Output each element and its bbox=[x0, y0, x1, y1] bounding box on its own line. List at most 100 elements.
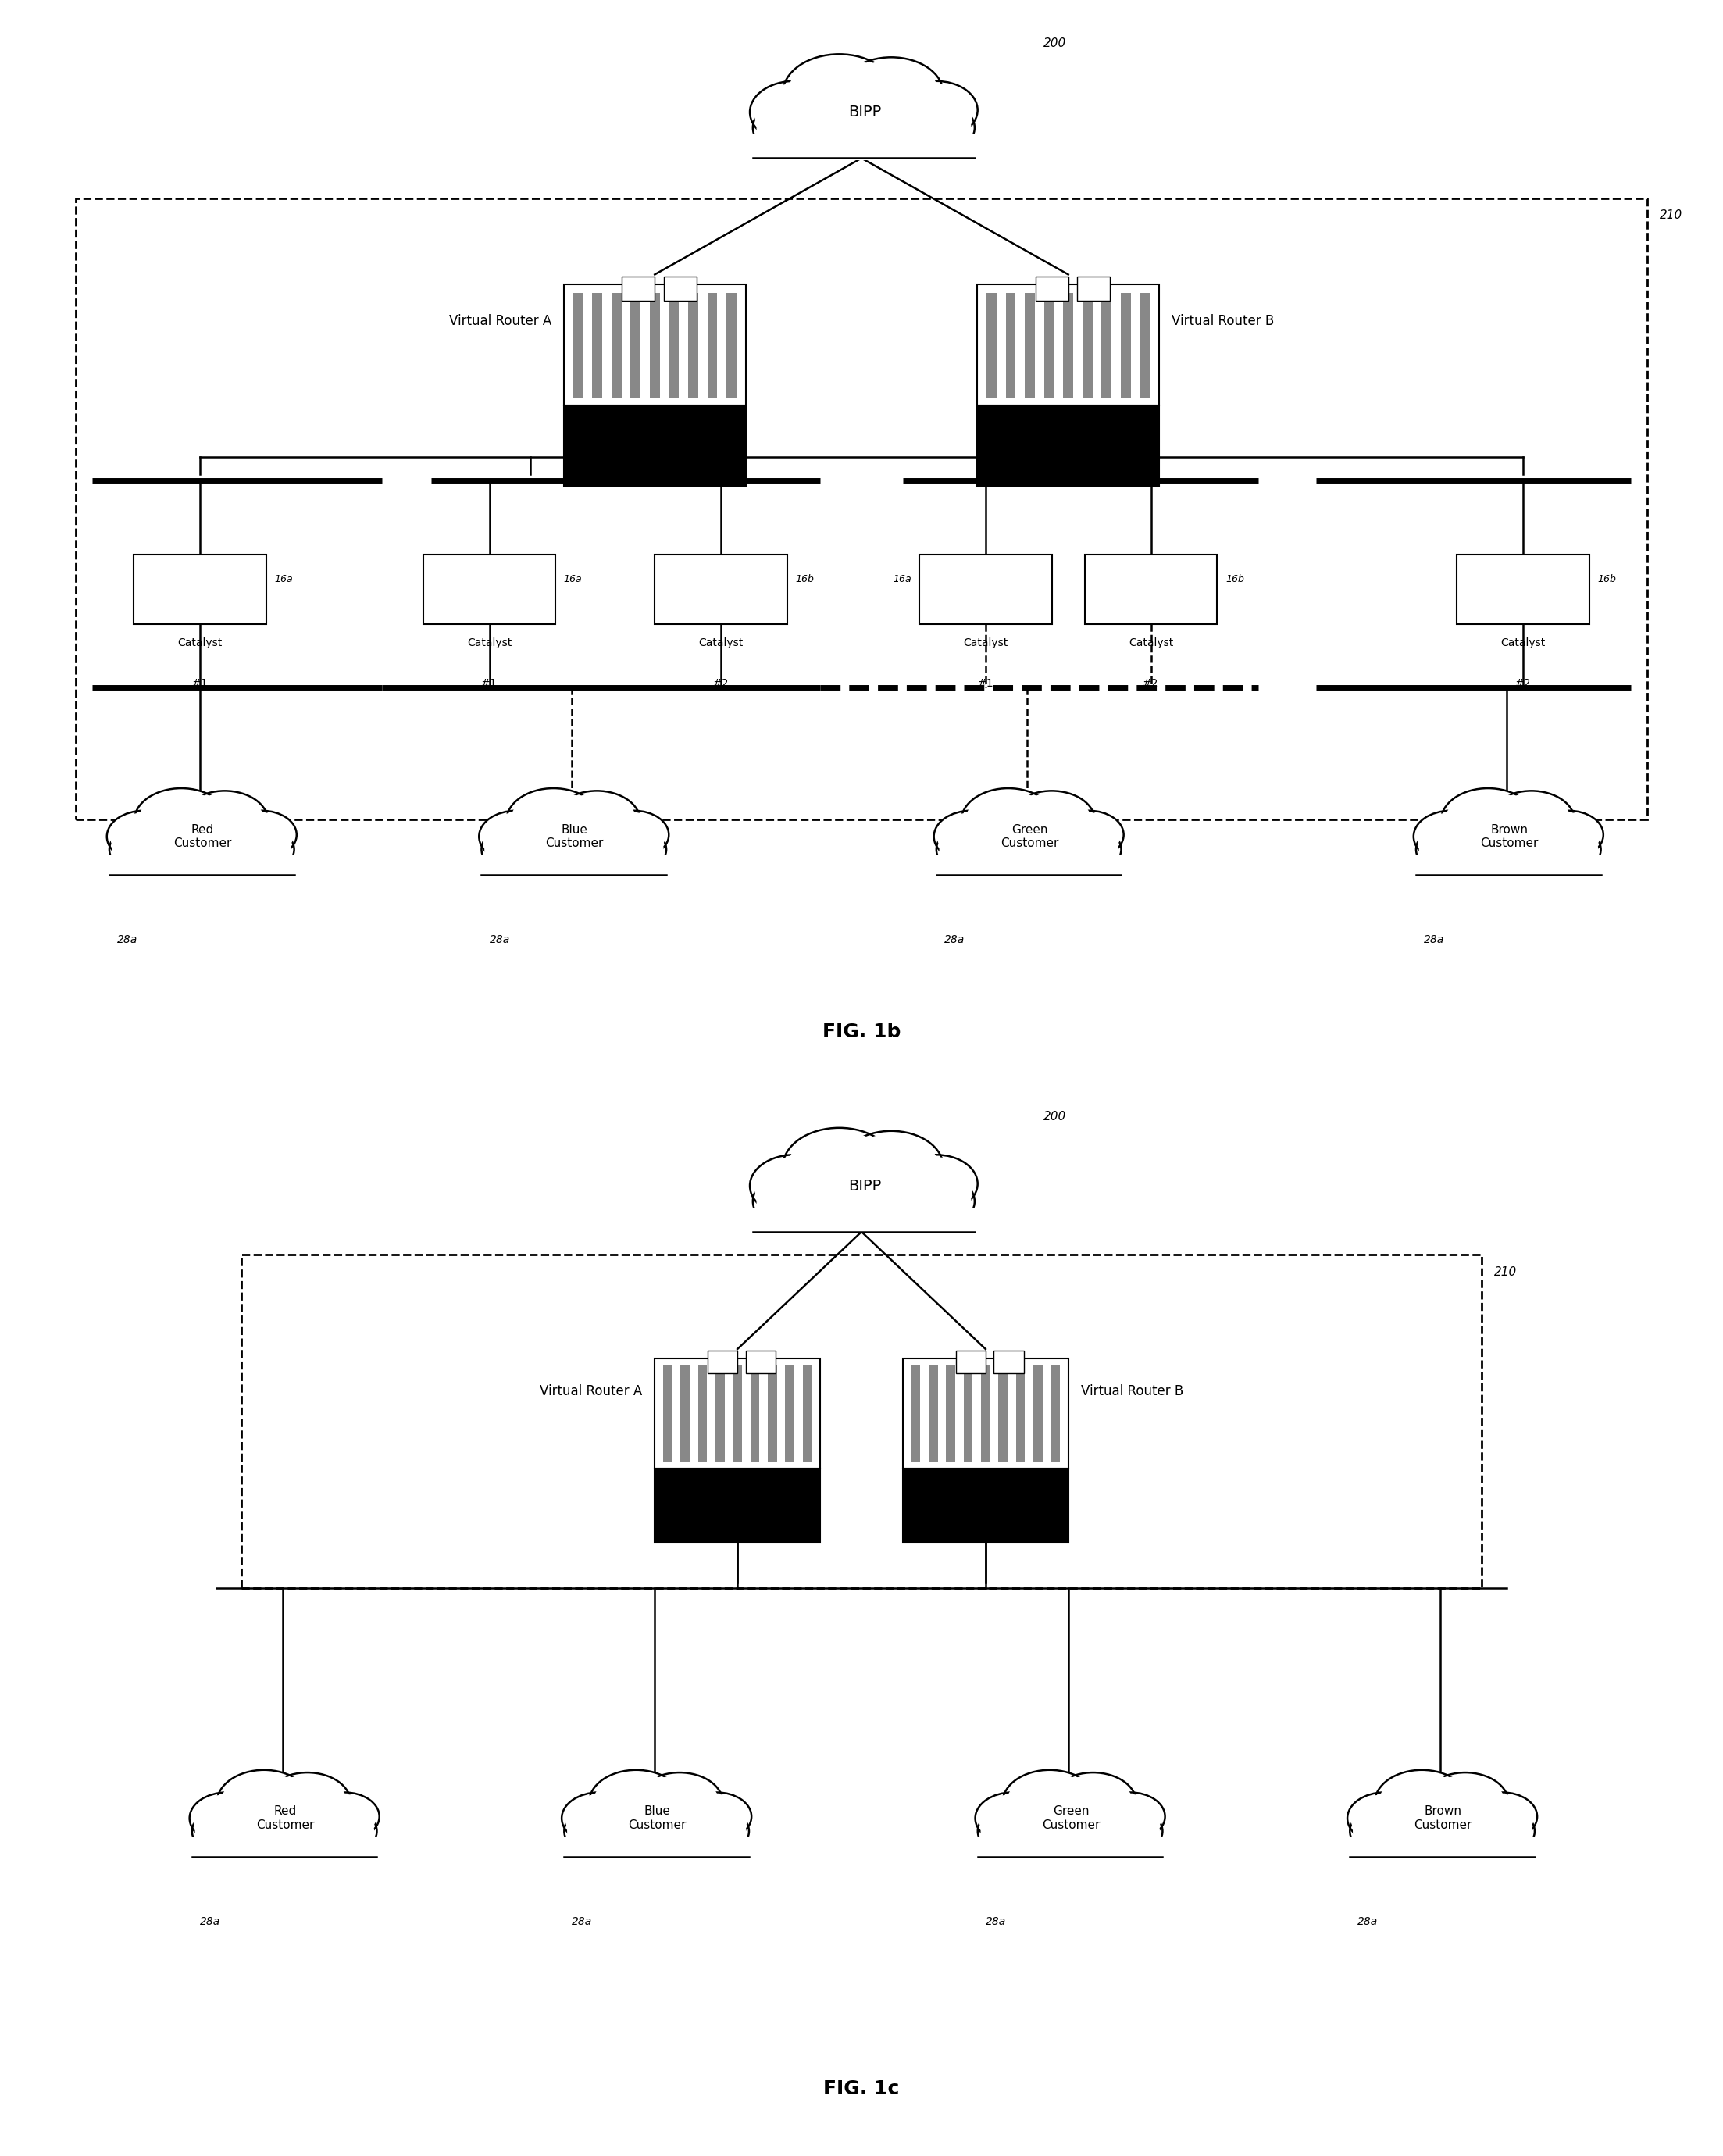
Bar bbox=[946, 1365, 955, 1462]
Bar bbox=[560, 1837, 753, 1858]
Circle shape bbox=[603, 813, 665, 856]
Bar bbox=[903, 1358, 1068, 1468]
Circle shape bbox=[1008, 791, 1096, 852]
Bar bbox=[477, 856, 670, 877]
Circle shape bbox=[787, 1132, 891, 1203]
Circle shape bbox=[980, 1809, 1044, 1852]
Text: Catalyst: Catalyst bbox=[467, 638, 512, 649]
Text: #1: #1 bbox=[191, 677, 208, 688]
Bar bbox=[1017, 1365, 1025, 1462]
Text: Virtual Router A: Virtual Router A bbox=[450, 315, 551, 328]
Circle shape bbox=[589, 1770, 684, 1835]
Circle shape bbox=[110, 813, 177, 860]
Text: 16a: 16a bbox=[893, 573, 911, 584]
Circle shape bbox=[315, 1811, 374, 1852]
Circle shape bbox=[567, 1809, 631, 1852]
Circle shape bbox=[314, 1794, 376, 1839]
Bar bbox=[1034, 1365, 1042, 1462]
Circle shape bbox=[594, 1772, 679, 1833]
Text: Virtual Router A: Virtual Router A bbox=[539, 1384, 643, 1399]
Circle shape bbox=[229, 828, 295, 871]
Text: Brown
Customer: Brown Customer bbox=[1480, 824, 1539, 849]
Bar bbox=[973, 1837, 1166, 1858]
Bar bbox=[563, 405, 746, 485]
Circle shape bbox=[994, 826, 1060, 873]
Circle shape bbox=[822, 99, 901, 155]
Circle shape bbox=[1470, 1809, 1535, 1854]
Circle shape bbox=[1003, 1770, 1098, 1835]
Text: Green
Customer: Green Customer bbox=[1042, 1805, 1099, 1830]
Text: #1: #1 bbox=[977, 677, 994, 688]
Bar bbox=[994, 1352, 1023, 1373]
Circle shape bbox=[193, 1796, 260, 1841]
Text: 22a: 22a bbox=[636, 412, 656, 423]
Bar bbox=[708, 293, 717, 397]
Circle shape bbox=[1473, 826, 1540, 873]
Bar bbox=[1044, 293, 1054, 397]
Circle shape bbox=[817, 1171, 906, 1233]
Text: 22a': 22a' bbox=[720, 1475, 744, 1485]
Bar bbox=[932, 856, 1125, 877]
Text: 210: 210 bbox=[1659, 209, 1682, 222]
Bar bbox=[593, 293, 601, 397]
Circle shape bbox=[977, 1807, 1048, 1856]
Circle shape bbox=[534, 824, 610, 875]
Bar bbox=[1051, 1365, 1060, 1462]
Circle shape bbox=[1099, 1794, 1161, 1839]
Circle shape bbox=[756, 1175, 832, 1227]
Bar bbox=[956, 1352, 986, 1373]
Circle shape bbox=[898, 1158, 973, 1210]
Circle shape bbox=[687, 1811, 746, 1852]
Circle shape bbox=[1413, 811, 1489, 862]
Text: 16b: 16b bbox=[1597, 573, 1616, 584]
Circle shape bbox=[1418, 813, 1484, 860]
Circle shape bbox=[484, 828, 548, 871]
Circle shape bbox=[134, 789, 229, 854]
Circle shape bbox=[190, 1792, 264, 1843]
Text: #2: #2 bbox=[1515, 677, 1532, 688]
Circle shape bbox=[901, 103, 970, 151]
Circle shape bbox=[227, 811, 296, 858]
Text: Red
Customer: Red Customer bbox=[174, 824, 231, 849]
Bar bbox=[663, 1365, 672, 1462]
Text: Catalyst: Catalyst bbox=[1129, 638, 1173, 649]
Bar bbox=[241, 1255, 1482, 1589]
Circle shape bbox=[1492, 793, 1570, 847]
Circle shape bbox=[641, 1777, 718, 1830]
Text: BIPP: BIPP bbox=[848, 106, 880, 119]
Circle shape bbox=[605, 830, 663, 869]
Bar bbox=[727, 293, 736, 397]
Circle shape bbox=[817, 97, 906, 160]
Bar bbox=[622, 276, 655, 300]
Bar bbox=[1141, 293, 1149, 397]
Bar bbox=[1036, 276, 1068, 300]
Circle shape bbox=[936, 826, 1006, 873]
Circle shape bbox=[1060, 830, 1118, 869]
Circle shape bbox=[898, 1175, 975, 1229]
Circle shape bbox=[755, 1158, 834, 1214]
Circle shape bbox=[1353, 1809, 1416, 1852]
Circle shape bbox=[1416, 826, 1485, 873]
Circle shape bbox=[1098, 1809, 1163, 1854]
Circle shape bbox=[934, 811, 1008, 862]
Bar bbox=[715, 1365, 725, 1462]
Circle shape bbox=[1351, 1796, 1418, 1841]
Text: 22b: 22b bbox=[1049, 412, 1070, 423]
Text: #2: #2 bbox=[713, 677, 729, 688]
Circle shape bbox=[482, 813, 550, 860]
Circle shape bbox=[479, 811, 553, 862]
Bar bbox=[574, 293, 582, 397]
Circle shape bbox=[1101, 1811, 1160, 1852]
Circle shape bbox=[1489, 791, 1575, 852]
Circle shape bbox=[1446, 791, 1530, 849]
Circle shape bbox=[975, 1792, 1049, 1843]
Bar bbox=[903, 1468, 1068, 1542]
Text: 22b': 22b' bbox=[968, 1475, 992, 1485]
Circle shape bbox=[107, 811, 181, 862]
Bar bbox=[1085, 554, 1216, 623]
Text: Red
Customer: Red Customer bbox=[257, 1805, 314, 1830]
Circle shape bbox=[1408, 1809, 1473, 1854]
Text: Catalyst: Catalyst bbox=[963, 638, 1008, 649]
Text: 200: 200 bbox=[1044, 1110, 1067, 1123]
Circle shape bbox=[756, 101, 832, 153]
